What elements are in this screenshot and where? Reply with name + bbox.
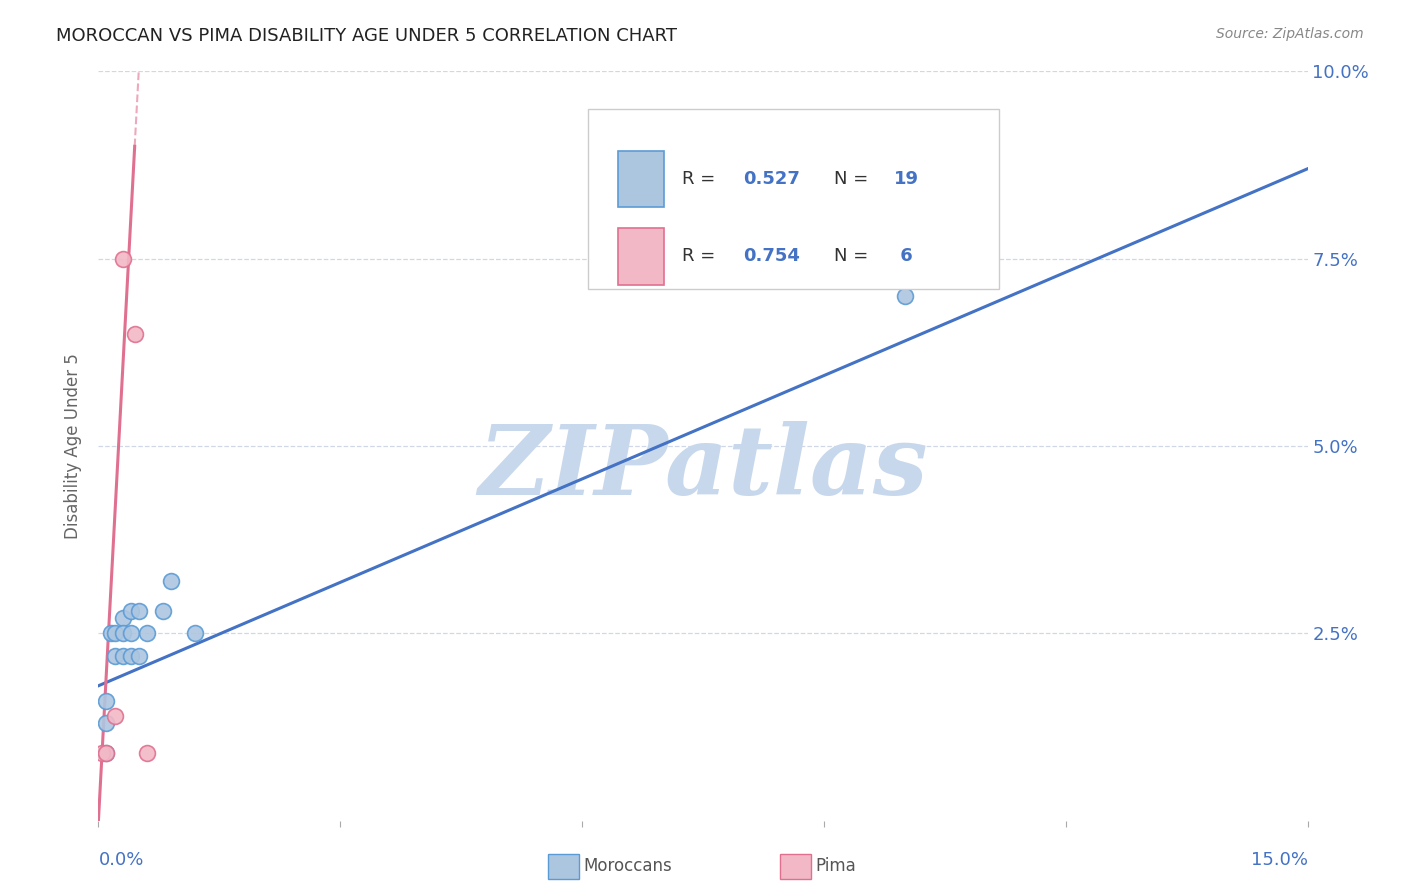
Y-axis label: Disability Age Under 5: Disability Age Under 5 [65, 353, 83, 539]
Text: 6: 6 [894, 247, 912, 266]
Point [96, 716, 118, 731]
Point [103, 708, 125, 723]
Point [124, 326, 146, 341]
Point [120, 604, 142, 618]
Point [160, 574, 183, 588]
Text: Source: ZipAtlas.com: Source: ZipAtlas.com [1216, 27, 1364, 41]
Point [96, 746, 118, 760]
Text: N =: N = [834, 247, 873, 266]
Point [120, 648, 142, 663]
Point [135, 626, 157, 640]
Text: 0.754: 0.754 [742, 247, 800, 266]
Point [184, 626, 207, 640]
Point [111, 252, 134, 266]
Text: N =: N = [834, 170, 873, 188]
Point [111, 626, 134, 640]
Point [103, 648, 125, 663]
Point [120, 626, 142, 640]
Point [111, 648, 134, 663]
FancyBboxPatch shape [588, 109, 1000, 289]
Point [152, 604, 174, 618]
Text: MOROCCAN VS PIMA DISABILITY AGE UNDER 5 CORRELATION CHART: MOROCCAN VS PIMA DISABILITY AGE UNDER 5 … [56, 27, 678, 45]
Text: ZIPatlas: ZIPatlas [478, 422, 928, 516]
Point [96, 746, 118, 760]
Point [91, 746, 114, 760]
FancyBboxPatch shape [619, 151, 664, 207]
Text: Moroccans: Moroccans [583, 857, 672, 875]
Point [111, 611, 134, 625]
Point [128, 648, 150, 663]
Point [96, 694, 118, 708]
Point [893, 289, 915, 303]
Text: R =: R = [682, 247, 721, 266]
Point [128, 604, 150, 618]
FancyBboxPatch shape [619, 228, 664, 285]
Point [100, 626, 122, 640]
Text: 15.0%: 15.0% [1250, 851, 1308, 869]
Text: 0.527: 0.527 [742, 170, 800, 188]
Text: 19: 19 [894, 170, 920, 188]
Text: R =: R = [682, 170, 721, 188]
Text: 0.0%: 0.0% [98, 851, 143, 869]
Point [135, 746, 157, 760]
Point [103, 626, 125, 640]
Text: Pima: Pima [815, 857, 856, 875]
